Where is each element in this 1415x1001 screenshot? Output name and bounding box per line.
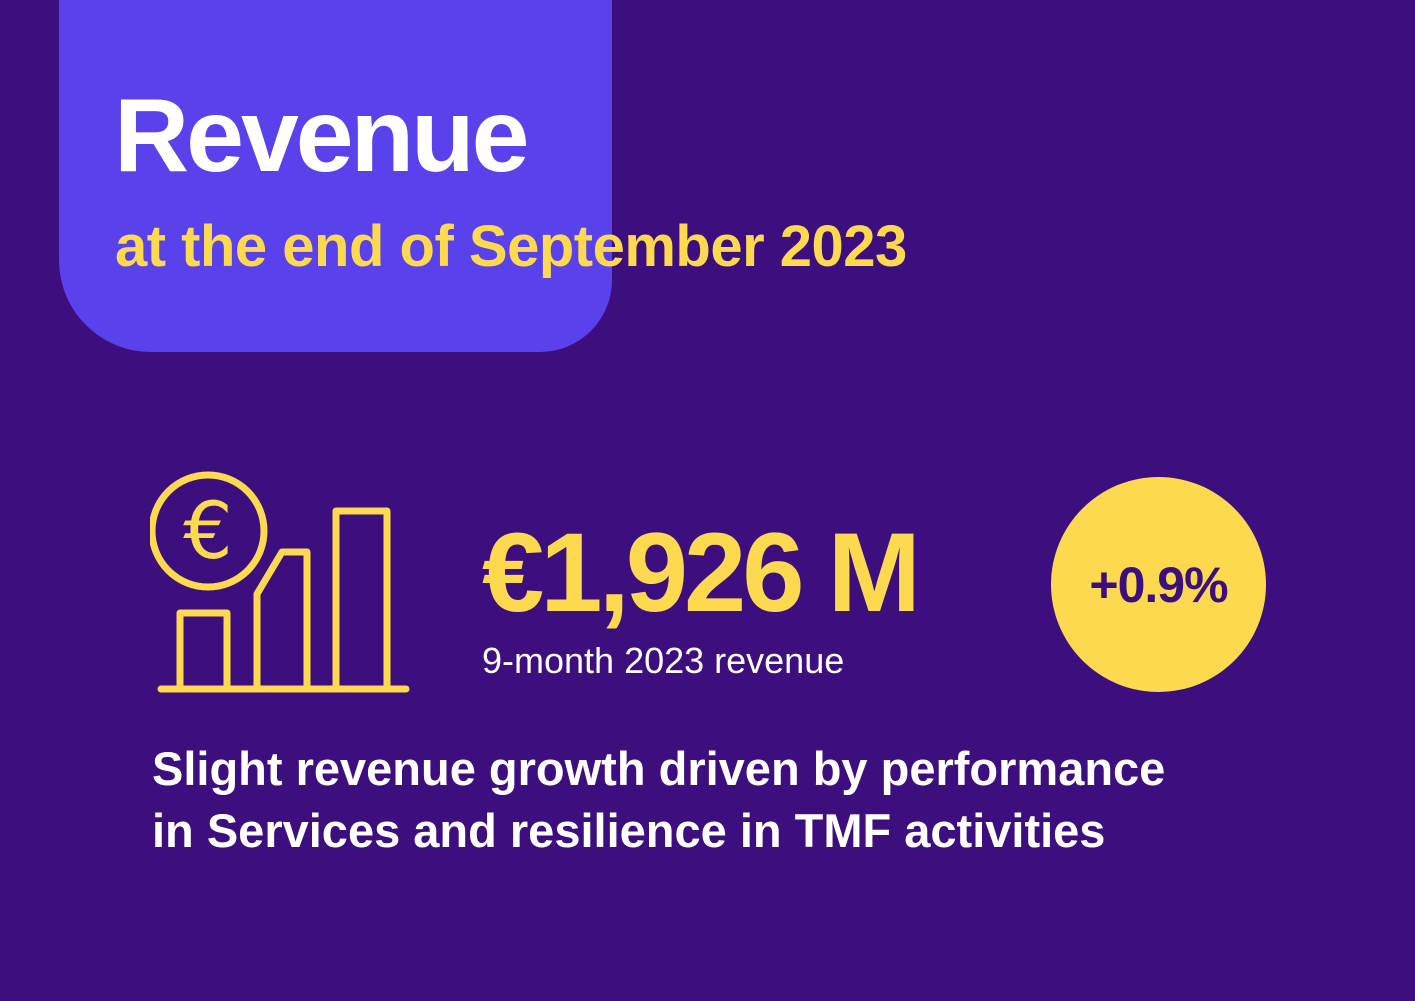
- summary-text: Slight revenue growth driven by performa…: [152, 738, 1332, 862]
- title-background-tab: [59, 0, 612, 352]
- growth-value: +0.9%: [1089, 556, 1228, 613]
- euro-bar-chart-icon: €: [148, 470, 415, 700]
- page-subtitle: at the end of September 2023: [115, 214, 907, 279]
- summary-line-2: in Services and resilience in TMF activi…: [152, 804, 1106, 857]
- summary-line-1: Slight revenue growth driven by performa…: [152, 742, 1166, 795]
- growth-badge: +0.9%: [1051, 477, 1266, 692]
- revenue-caption: 9-month 2023 revenue: [482, 640, 845, 681]
- page-title: Revenue: [114, 78, 530, 194]
- revenue-value: €1,926 M: [482, 510, 921, 635]
- svg-text:€: €: [183, 487, 233, 577]
